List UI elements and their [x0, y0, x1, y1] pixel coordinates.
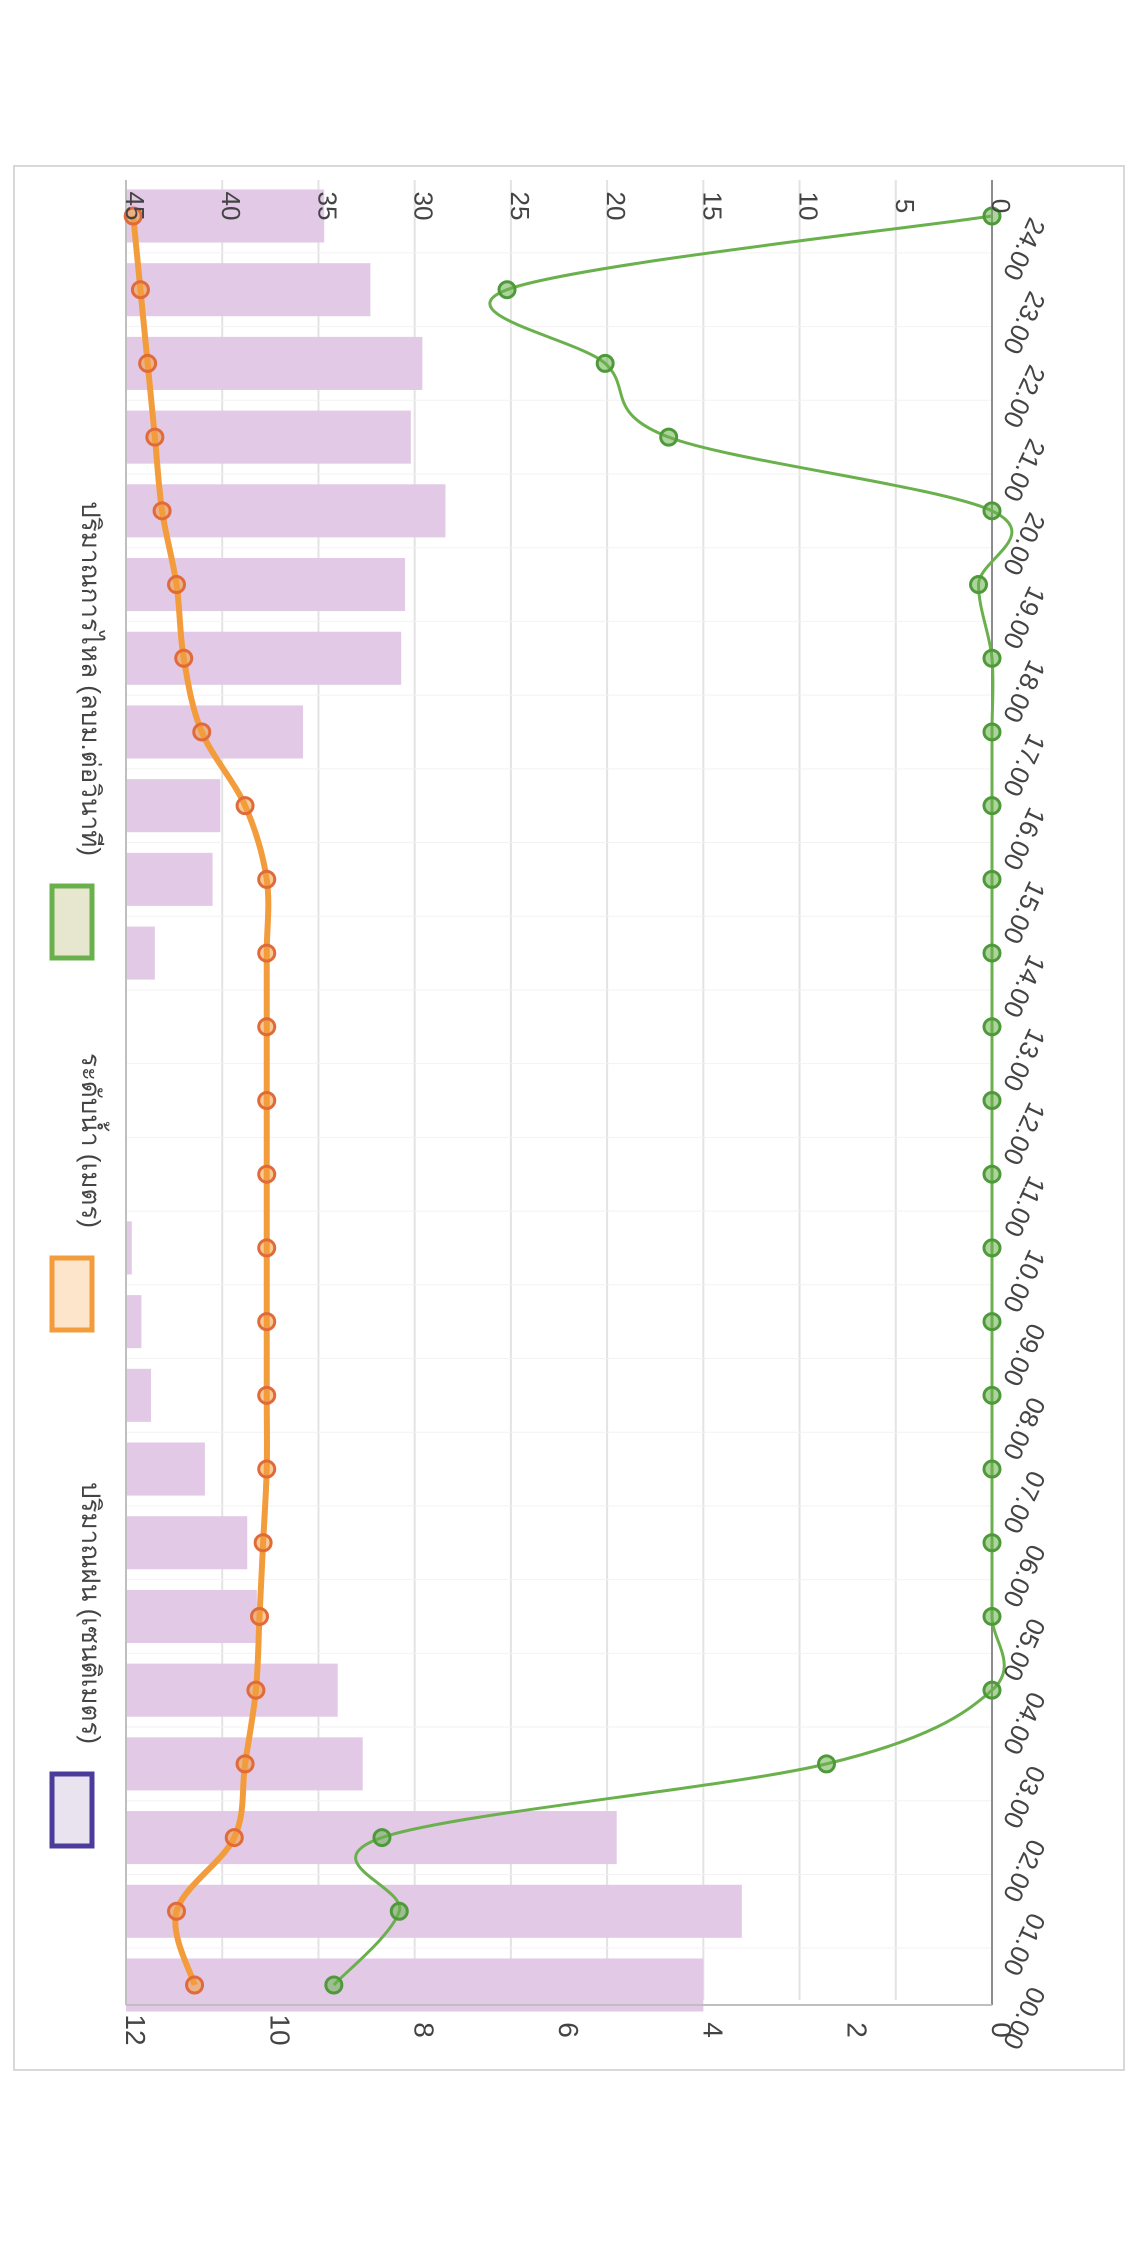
legend-label: ปริมาณการไหล (ลบม.ต่อวินาที) — [76, 501, 106, 856]
water-level-point — [224, 1828, 244, 1848]
flow-point — [372, 1828, 392, 1848]
water-level-point — [174, 648, 194, 668]
right-axis-tick-label: 45 — [120, 192, 150, 221]
rain-bar — [126, 1516, 248, 1570]
water-level-point — [192, 722, 212, 742]
legend-label: ระดับน้ำ (เมตร) — [76, 1053, 110, 1228]
water-level-point — [257, 869, 277, 889]
rain-bar — [126, 1958, 704, 2012]
rain-bar — [126, 484, 446, 538]
water-level-point — [235, 796, 255, 816]
flow-point — [389, 1901, 409, 1921]
right-axis-tick-label: 0 — [986, 199, 1016, 213]
flow-point — [969, 575, 989, 595]
flow-point — [982, 501, 1002, 521]
water-level-point — [123, 206, 143, 226]
lines-layer — [123, 206, 1014, 1995]
legend-swatch — [49, 883, 95, 961]
left-axis-tick-label: 10 — [264, 2014, 295, 2045]
rain-bar — [126, 631, 402, 685]
left-axis-tick-label: 0 — [986, 2022, 1017, 2038]
flow-point — [982, 869, 1002, 889]
rain-bar — [126, 779, 221, 833]
bars-layer — [126, 189, 742, 2012]
flow-point — [659, 427, 679, 447]
flow-point — [982, 206, 1002, 226]
water-level-point — [257, 1312, 277, 1332]
flow-point — [816, 1754, 836, 1774]
water-level-point — [257, 1164, 277, 1184]
water-level-point — [257, 943, 277, 963]
water-level-point — [138, 353, 158, 373]
left-axis-tick-label: 6 — [553, 2022, 584, 2038]
water-level-point — [257, 1459, 277, 1479]
water-level-point — [257, 1238, 277, 1258]
water-level-point — [257, 1385, 277, 1405]
right-axis-tick-label: 40 — [216, 192, 246, 221]
right-axis-tick-label: 5 — [890, 199, 920, 213]
rain-bar — [126, 336, 423, 390]
water-level-point — [235, 1754, 255, 1774]
legend: ปริมาณฝน (เซนติเมตร) ระดับน้ำ (เมตร) ปริมา… — [49, 501, 110, 1849]
rain-bar — [126, 1663, 338, 1717]
rain-bar — [126, 926, 155, 980]
rain-bar — [126, 189, 325, 243]
rain-bar — [126, 263, 371, 317]
flow-point — [982, 1606, 1002, 1626]
right-axis-tick-label: 25 — [505, 192, 535, 221]
flow-point — [982, 1459, 1002, 1479]
legend-label: ปริมาณฝน (เซนติเมตร) — [76, 1482, 106, 1744]
right-axis-tick-label: 20 — [601, 192, 631, 221]
left-axis-tick-label: 2 — [842, 2022, 873, 2038]
flow-point — [982, 1091, 1002, 1110]
water-level-point — [145, 427, 165, 447]
flow-point — [497, 280, 517, 300]
flow-point — [324, 1975, 344, 1995]
flow-point — [982, 1533, 1002, 1553]
water-level-point — [167, 575, 187, 595]
water-level-point — [246, 1680, 266, 1700]
flow-point — [982, 648, 1002, 668]
flow-point — [982, 796, 1002, 816]
right-axis-tick-label: 10 — [794, 192, 824, 221]
water-level-point — [130, 280, 150, 300]
water-level-point — [253, 1533, 273, 1553]
flow-point — [982, 1312, 1002, 1332]
flow-point — [982, 1238, 1002, 1258]
legend-swatch — [49, 1255, 95, 1333]
rain-bar — [126, 1368, 152, 1422]
water-level-point — [257, 1017, 277, 1037]
water-level-point — [152, 501, 172, 521]
flow-point — [982, 722, 1002, 742]
legend-swatch — [49, 1771, 95, 1849]
flow-point — [982, 1385, 1002, 1405]
left-axis-tick-label: 8 — [409, 2022, 440, 2038]
water-level-point — [167, 1901, 187, 1921]
flow-point — [982, 943, 1002, 963]
rain-bar — [126, 410, 411, 464]
right-axis-tick-label: 15 — [697, 192, 727, 221]
flow-point — [982, 1017, 1002, 1037]
left-axis-tick-label: 12 — [120, 2014, 151, 2045]
rain-bar — [126, 1295, 142, 1349]
rain-bar — [126, 1811, 617, 1865]
rain-bar — [126, 1884, 742, 1938]
flow-point — [982, 1164, 1002, 1184]
left-axis-tick-label: 4 — [697, 2022, 728, 2038]
water-level-point — [250, 1606, 270, 1626]
rain-bar — [126, 1442, 205, 1496]
rain-bar — [126, 1221, 132, 1275]
water-level-point — [185, 1975, 205, 1995]
rain-bar — [126, 852, 213, 906]
water-level-point — [257, 1091, 277, 1110]
flow-point — [595, 353, 615, 373]
right-axis-tick-label: 30 — [409, 192, 439, 221]
flow-point — [982, 1680, 1002, 1700]
right-axis-tick-label: 35 — [312, 192, 342, 221]
rain-bar — [126, 1589, 257, 1643]
